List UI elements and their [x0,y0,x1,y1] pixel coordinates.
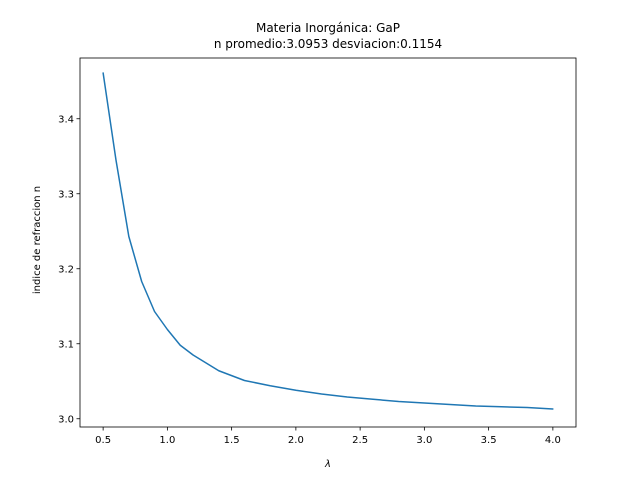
x-tick-label: 2.0 [288,435,304,446]
x-tick-label: 1.0 [159,435,175,446]
y-tick-label: 3.3 [58,189,74,200]
x-tick-label: 3.5 [481,435,497,446]
y-axis-label: indice de refraccion n [32,186,43,294]
x-tick-label: 3.0 [416,435,432,446]
x-tick-label: 1.5 [224,435,240,446]
x-tick-label: 4.0 [545,435,561,446]
series-line-0 [102,72,554,410]
axes-frame [79,57,577,428]
chart-subtitle: n promedio:3.0953 desviacion:0.1154 [214,37,442,51]
chart-title: Materia Inorgánica: GaP [256,21,400,35]
y-tick-label: 3.4 [58,114,74,125]
x-axis-label: λ [324,459,331,470]
y-tick-label: 3.2 [58,264,74,275]
y-tick-label: 3.1 [58,339,74,350]
x-tick-label: 2.5 [352,435,368,446]
x-tick-label: 0.5 [95,435,111,446]
plot-area: 0.5 1.0 1.5 2.0 2.5 3.0 3.5 4.0 3.0 3.1 3.2 3.3 3.4 [58,57,577,446]
y-tick-label: 3.0 [58,414,74,425]
